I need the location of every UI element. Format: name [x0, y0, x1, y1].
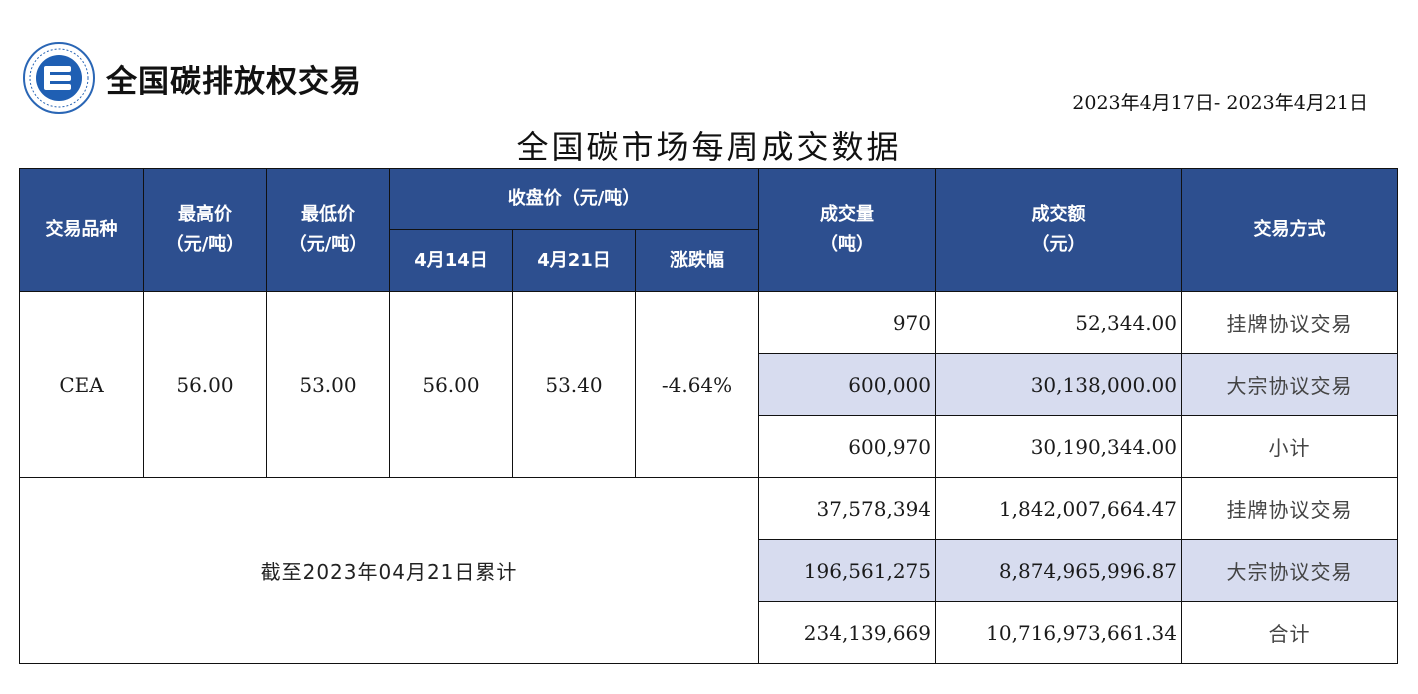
volume-cell: 970	[758, 291, 937, 354]
date-range: 2023年4月17日- 2023年4月21日	[1072, 92, 1368, 114]
col-header-mode: 交易方式	[1181, 168, 1399, 292]
col-header-close: 收盘价（元/吨）	[388, 168, 760, 230]
table-row: 196,561,275 8,874,965,996.87 大宗协议交易	[20, 539, 1399, 602]
table-row: 截至2023年04月21日累计 37,578,394 1,842,007,664…	[18, 477, 1399, 664]
page-title: 全国碳市场每周成交数据	[516, 128, 902, 166]
product-cell: CEA	[19, 291, 144, 478]
col-header-low: 最低价 （元/吨）	[266, 168, 390, 292]
volume-cell: 600,000	[758, 353, 937, 416]
table-row: 234,139,669 10,716,973,661.34 合计	[20, 601, 1399, 664]
table-row: CEA 56.00 53.00 56.00 53.40 -4.64% 970 5…	[19, 291, 1399, 478]
col-header-high: 最高价 （元/吨）	[143, 168, 267, 292]
mode-cell: 挂牌协议交易	[1181, 291, 1399, 354]
amount-cell: 52,344.00	[935, 291, 1183, 354]
exchange-logo-icon	[23, 42, 95, 114]
col-header-close-curr: 4月21日	[512, 229, 636, 292]
col-header-change: 涨跌幅	[634, 229, 760, 292]
mode-cell: 挂牌协议交易	[1181, 477, 1399, 540]
volume-cell: 600,970	[758, 415, 937, 478]
col-header-close-prev: 4月14日	[389, 229, 513, 292]
amount-cell: 10,716,973,661.34	[935, 601, 1183, 664]
close-prev-cell: 56.00	[389, 291, 513, 478]
low-price-cell: 53.00	[266, 291, 390, 478]
amount-cell: 1,842,007,664.47	[935, 477, 1183, 540]
amount-cell: 30,138,000.00	[935, 353, 1183, 416]
amount-cell: 30,190,344.00	[935, 415, 1183, 478]
cumulative-label-cell: 截至2023年04月21日累计	[18, 477, 760, 664]
volume-cell: 234,139,669	[758, 601, 937, 664]
exchange-name: 全国碳排放权交易	[106, 64, 362, 100]
col-header-amount: 成交额 （元）	[935, 168, 1183, 292]
high-price-cell: 56.00	[143, 291, 267, 478]
mode-cell: 大宗协议交易	[1181, 353, 1399, 416]
mode-cell: 大宗协议交易	[1181, 539, 1399, 602]
change-cell: -4.64%	[634, 291, 760, 478]
amount-cell: 8,874,965,996.87	[935, 539, 1183, 602]
volume-cell: 37,578,394	[758, 477, 937, 540]
mode-cell: 小计	[1181, 415, 1399, 478]
col-header-volume: 成交量 （吨）	[758, 168, 937, 292]
mode-cell: 合计	[1181, 601, 1399, 664]
table-row: 600,000 30,138,000.00 大宗协议交易	[20, 353, 1399, 416]
weekly-trading-table: 交易品种 最高价 （元/吨） 最低价 （元/吨） 收盘价（元/吨） 成交量 （吨） 成…	[18, 168, 1399, 664]
close-curr-cell: 53.40	[512, 291, 636, 478]
col-header-product: 交易品种	[19, 168, 144, 292]
volume-cell: 196,561,275	[758, 539, 937, 602]
